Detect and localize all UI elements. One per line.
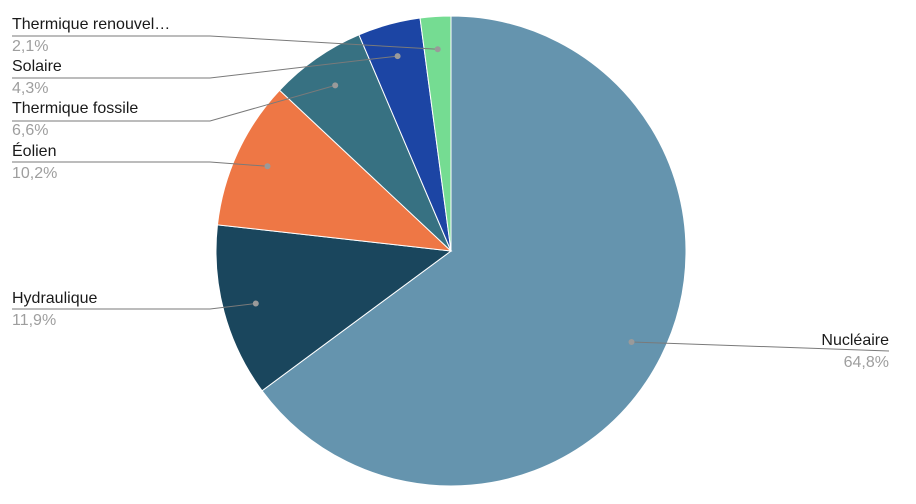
slice-labels: Nucléaire 64,8% Hydraulique 11,9% Éolien 10,2… — [12, 16, 889, 371]
leader-line-5 — [12, 35, 438, 50]
slice-name-label-4: Solaire — [12, 58, 62, 75]
slice-value-label-3: 6,6% — [12, 122, 48, 139]
leader-dot-0 — [628, 339, 635, 345]
leader-line-4 — [12, 55, 398, 79]
leader-dot-3 — [332, 82, 339, 89]
pie-slice-2 — [216, 89, 453, 252]
leader-lines — [12, 35, 890, 352]
slice-value-label-4: 4,3% — [12, 80, 48, 97]
pie-slice-5 — [419, 15, 452, 252]
leader-line-2 — [12, 161, 268, 167]
pie-slice-0 — [261, 15, 687, 487]
leader-line-0 — [631, 341, 890, 352]
leader-dot-1 — [252, 300, 259, 307]
slice-value-label-0: 64,8% — [844, 354, 889, 371]
slice-name-label-1: Hydraulique — [12, 290, 97, 307]
slice-value-label-2: 10,2% — [12, 165, 57, 182]
leader-dot-5 — [434, 46, 441, 53]
slice-name-label-2: Éolien — [12, 141, 56, 160]
slice-name-label-3: Thermique fossile — [12, 100, 138, 117]
leader-dot-4 — [394, 53, 401, 60]
slice-value-label-1: 11,9% — [12, 312, 56, 329]
slice-name-label-5: Thermique renouvel… — [12, 16, 170, 33]
pie-slice-1 — [215, 224, 453, 392]
leader-line-3 — [12, 84, 336, 122]
pie-slices — [215, 15, 687, 487]
leader-line-1 — [12, 303, 256, 310]
slice-name-label-0: Nucléaire — [821, 332, 889, 349]
slice-value-label-5: 2,1% — [12, 38, 48, 55]
leader-dot-2 — [264, 163, 271, 170]
